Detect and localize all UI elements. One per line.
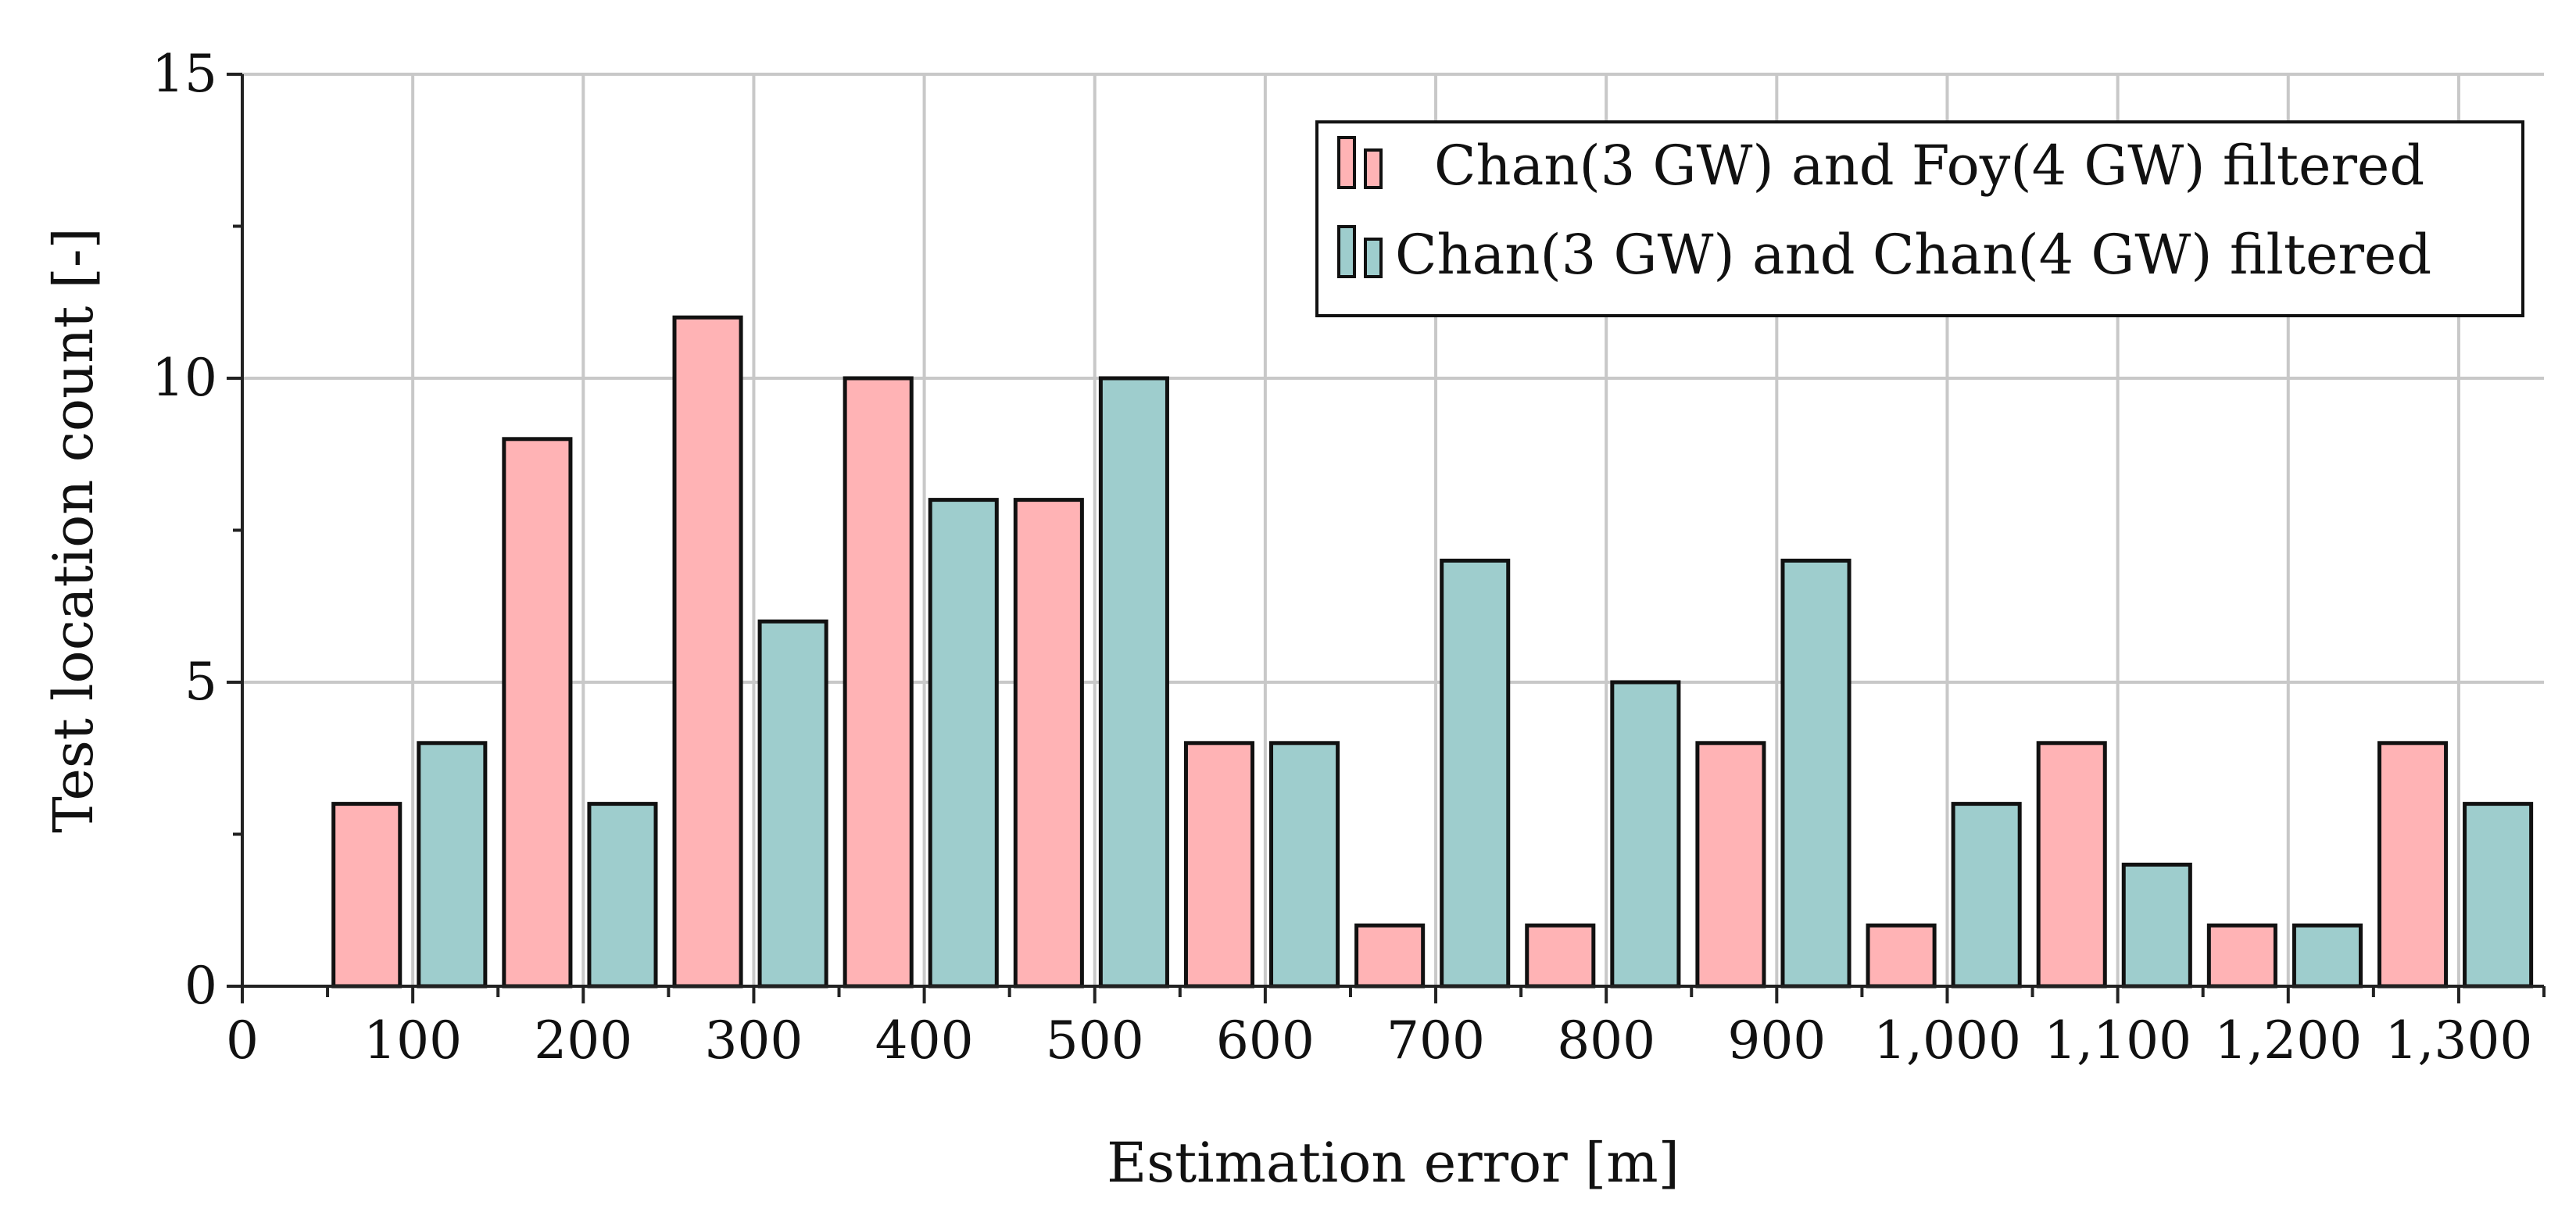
bar-series-2-100 [417,741,488,989]
y-axis-title: Test location count [-] [41,227,106,833]
bars [331,315,2534,989]
legend: Chan(3 GW) and Foy(4 GW) filtered Chan(3 … [1315,120,2524,317]
bar-series-1-1200 [2206,923,2277,989]
tick-labels: 0 100 200 300 400 500 600 700 800 900 1,000 1,100 1,… [152,44,2532,1071]
x-tick-label: 1,200 [2214,1010,2362,1071]
x-tick-label: 1,000 [1873,1010,2021,1071]
y-tick-label: 10 [152,348,217,408]
bar-series-2-800 [1610,680,1681,989]
x-axis-title: Estimation error [m] [1107,1131,1680,1195]
legend-swatch [1364,238,1383,278]
bar-series-2-700 [1440,558,1511,989]
bar-series-2-1200 [2292,923,2363,989]
legend-box [1315,120,2524,317]
x-tick-label: 300 [704,1010,803,1071]
x-tick-label: 900 [1727,1010,1826,1071]
x-tick-label: 800 [1557,1010,1655,1071]
x-tick-label: 500 [1046,1010,1144,1071]
x-tick-label: 1,100 [2044,1010,2191,1071]
bar-series-1-500 [1013,498,1084,989]
x-tick-label: 400 [875,1010,974,1071]
bar-series-1-400 [843,376,914,989]
bar-series-1-200 [502,437,573,989]
y-tick-label: 5 [184,652,217,712]
bar-series-1-1000 [1866,923,1937,989]
legend-swatch [1337,225,1356,278]
y-tick-label: 0 [184,956,217,1016]
x-tick-label: 0 [226,1010,259,1071]
bar-series-2-1300 [2463,802,2534,989]
bar-series-2-500 [1098,376,1169,989]
x-tick-label: 600 [1216,1010,1315,1071]
bar-series-2-400 [928,498,999,989]
bar-series-1-700 [1354,923,1426,989]
bar-series-2-1000 [1951,802,2022,989]
axes [227,73,2546,1003]
x-tick-label: 1,300 [2385,1010,2532,1071]
legend-label-series-2: Chan(3 GW) and Chan(4 GW) filtered [1395,223,2431,287]
bar-series-2-200 [587,802,658,989]
bar-series-1-1300 [2377,741,2449,989]
bar-series-1-600 [1183,741,1255,989]
legend-swatch [1364,148,1383,189]
x-tick-label: 100 [363,1010,462,1071]
bar-series-2-300 [757,619,828,989]
legend-swatch [1337,136,1356,189]
bar-series-1-300 [672,315,743,989]
bar-series-1-1100 [2036,741,2107,989]
bar-series-1-100 [331,802,402,989]
x-tick-label: 200 [534,1010,632,1071]
bar-series-2-900 [1780,558,1852,989]
bar-series-1-900 [1695,741,1766,989]
bar-series-1-800 [1525,923,1596,989]
bar-series-2-1100 [2121,862,2192,989]
legend-label-series-1: Chan(3 GW) and Foy(4 GW) filtered [1434,134,2424,198]
y-tick-label: 15 [152,44,217,104]
x-tick-label: 700 [1386,1010,1485,1071]
bar-series-2-600 [1269,741,1340,989]
